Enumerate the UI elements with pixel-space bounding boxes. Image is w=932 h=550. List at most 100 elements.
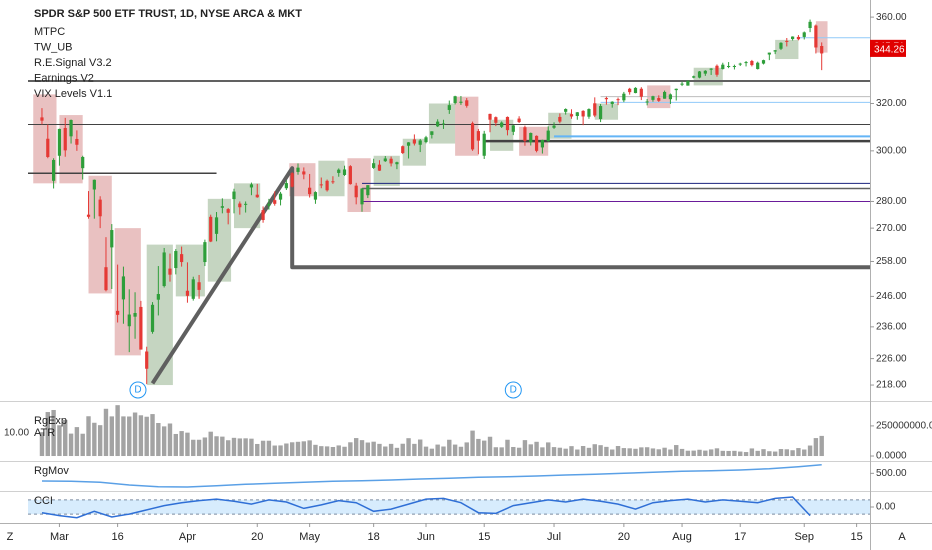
volume-bar [755,450,760,457]
volume-bar [493,447,499,457]
price-label: 344.26 [874,45,905,56]
candle-body [738,63,742,65]
candle-body [534,135,539,151]
candle-body [244,203,248,205]
candle-body [203,242,207,263]
volume-bar [132,412,138,457]
candle-body [540,139,544,148]
candle-body [57,128,62,156]
candle-body [273,200,277,204]
candle-body [46,138,50,157]
candle-body [802,32,806,37]
candle-body [808,21,812,29]
volume-bar [534,441,539,457]
x-tick-label: Apr [179,531,196,543]
candle-body [459,101,463,103]
candle-body [278,193,283,200]
indicator-name: ATR [34,427,55,439]
volume-bar [656,449,661,457]
indicator-name: CCI [34,495,53,507]
candle-body [366,185,370,196]
candle-body [633,87,638,94]
volume-bar [80,433,85,457]
candle-body [511,125,515,132]
volume-bar [522,440,528,457]
volume-bar [167,423,173,457]
volume-bar [289,442,295,457]
volume-bar [406,438,411,457]
volume-bar [260,440,266,457]
volume-bar [685,450,691,457]
candle-body [709,68,713,70]
volume-bar [97,425,103,457]
candle-body [238,203,242,208]
volume-bar [610,449,615,457]
volume-bar [499,447,504,457]
candle-body [412,139,416,144]
x-tick-label: 20 [251,531,263,543]
volume-bar [359,440,365,457]
candle-body [453,96,457,104]
volume-bar [255,443,260,457]
candle-body [785,40,789,42]
volume-bar [528,444,533,457]
volume-bar [272,445,277,457]
volume-bar [191,439,196,457]
volume-bar [150,414,155,457]
candle-body [174,251,178,269]
ui-icon: A [898,531,906,543]
volume-bar [441,446,446,457]
indicator-name: R.E.Signal V3.2 [34,57,112,69]
candle-body [52,159,56,181]
y-tick-label: 360.00 [876,12,907,23]
candle-body [441,123,446,125]
candle-body [290,173,294,187]
signal-box [347,158,371,213]
y-tick-label: 236.00 [876,321,907,332]
candle-body [121,276,126,300]
volume-bar [464,442,469,457]
volume-bar [569,446,574,457]
volume-bar [301,441,307,457]
candle-body [651,96,655,100]
y-tick-label: 320.00 [876,98,907,109]
candle-body [133,312,137,317]
earnings-label: D [134,385,141,396]
volume-bar [621,448,627,457]
volume-bar [161,426,167,457]
volume-bar [63,419,68,457]
volume-bar [732,450,737,457]
y-tick-label: 218.00 [876,380,907,391]
indicator-name: VIX Levels V1.1 [34,88,112,100]
candle-body [686,80,690,86]
candle-body [726,65,731,67]
volume-bar [557,447,563,457]
candle-body [639,88,643,97]
y-tick-label: 500.00 [876,468,907,479]
volume-bar [772,451,778,457]
candle-body [418,140,422,145]
volume-bar [45,412,50,457]
volume-bar [644,447,650,457]
volume-bar [330,446,336,457]
volume-bar [505,439,510,457]
volume-bar [726,450,731,457]
volume-bar [627,448,632,457]
volume-bar [336,445,341,457]
x-tick-label: Jul [547,531,561,543]
volume-bar [266,440,272,457]
candle-body [470,123,475,150]
volume-bar [633,448,638,457]
candle-body [662,91,667,99]
candle-body [796,36,801,40]
volume-bar [353,438,359,457]
candle-body [372,163,376,168]
candle-body [546,130,550,142]
volume-bar [458,446,464,457]
signal-box [33,94,57,184]
volume-bar [447,439,452,457]
candle-body [657,98,661,101]
signal-box [815,21,828,53]
candle-body [767,52,771,55]
candle-body [360,188,364,205]
